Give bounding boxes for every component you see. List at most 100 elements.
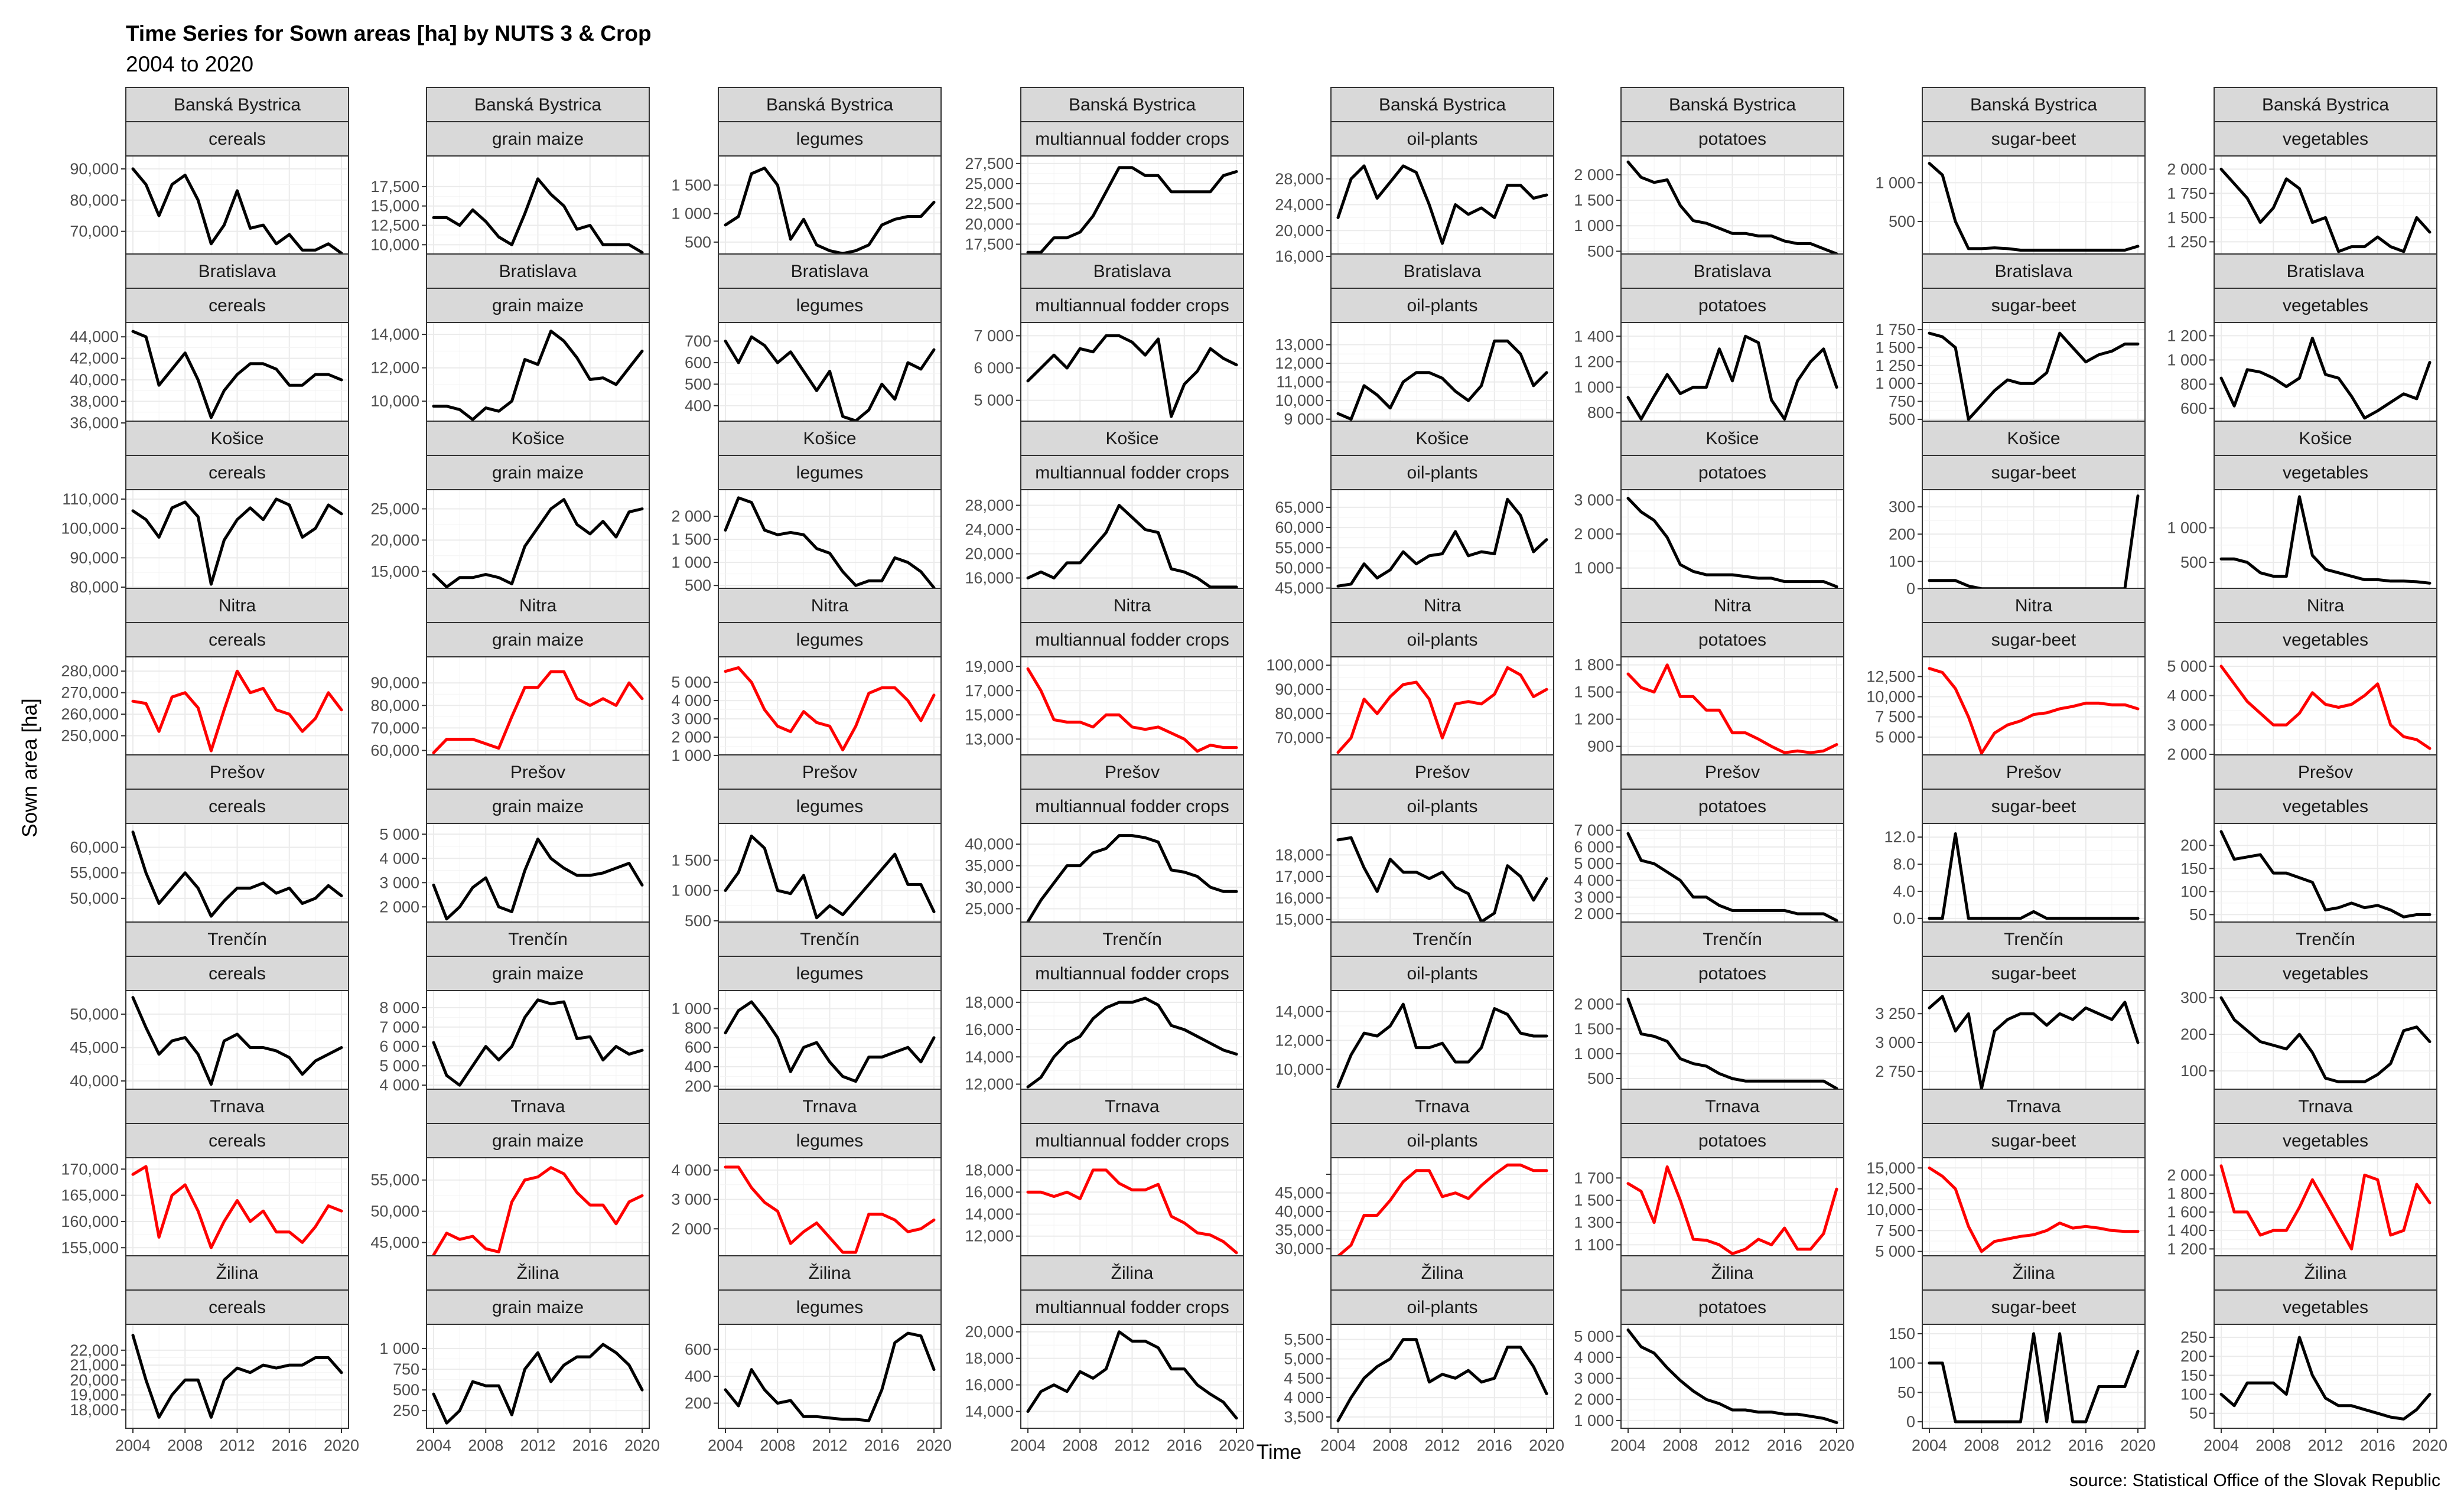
series-line-bratislava-vegetables bbox=[2219, 337, 2432, 420]
strip-crop-banska-bystrica-oil-plants bbox=[1330, 121, 1554, 157]
x-tick-label: 2012 bbox=[2307, 1437, 2343, 1454]
series-line-nitra-grain-maize bbox=[432, 670, 644, 754]
y-tick-label: 150 bbox=[1889, 1325, 1915, 1343]
y-tick-label: 3 000 bbox=[379, 874, 419, 891]
y-tick-label: 100 bbox=[2180, 882, 2207, 900]
y-tick-label: 0.0 bbox=[1893, 910, 1915, 927]
series-line-nitra-oil-plants bbox=[1336, 666, 1548, 754]
strip-crop-label: vegetables bbox=[2283, 797, 2368, 816]
y-tick-label: 8 000 bbox=[379, 999, 419, 1017]
y-tick-label: 4.0 bbox=[1893, 882, 1915, 900]
chart-title: Time Series for Sown areas [ha] by NUTS … bbox=[126, 21, 652, 45]
strip-crop-bratislava-cereals bbox=[125, 288, 349, 323]
y-tick-label: 9 000 bbox=[1284, 411, 1324, 428]
strip-region-label: Žilina bbox=[216, 1263, 259, 1283]
y-tick-label: 400 bbox=[685, 1058, 711, 1076]
y-tick-label: 250,000 bbox=[61, 727, 119, 745]
strip-crop-label: potatoes bbox=[1698, 797, 1766, 816]
x-tick-label: 2020 bbox=[324, 1437, 359, 1454]
strip-region-label: Banská Bystrica bbox=[1069, 95, 1196, 115]
y-tick-label: 12,000 bbox=[1275, 1031, 1324, 1049]
strip-region-label: Žilina bbox=[809, 1263, 851, 1283]
strip-region-trencin-grain-maize bbox=[426, 921, 650, 957]
strip-crop-label: vegetables bbox=[2283, 964, 2368, 983]
y-tick-label: 10,000 bbox=[1866, 688, 1915, 706]
y-tick-label: 2 000 bbox=[1574, 1390, 1614, 1408]
series-line-nitra-cereals bbox=[131, 669, 343, 753]
series-line-banska-bystrica-vegetables bbox=[2219, 167, 2432, 253]
x-tick-label: 2004 bbox=[1010, 1437, 1046, 1454]
strip-crop-label: legumes bbox=[796, 1131, 863, 1151]
strip-crop-label: multiannual fodder crops bbox=[1035, 1131, 1229, 1151]
strip-crop-banska-bystrica-grain-maize bbox=[426, 121, 650, 157]
series-line-kosice-legumes bbox=[724, 496, 936, 589]
strip-region-label: Košice bbox=[511, 429, 564, 448]
y-tick-label: 40,000 bbox=[965, 835, 1014, 853]
y-tick-label: 15,000 bbox=[1866, 1159, 1915, 1177]
strip-region-label: Banská Bystrica bbox=[1379, 95, 1506, 115]
y-tick-label: 60,000 bbox=[70, 839, 119, 856]
x-tick-label: 2004 bbox=[115, 1437, 151, 1454]
y-tick-label: 2 000 bbox=[379, 898, 419, 916]
y-tick-label: 45,000 bbox=[370, 1234, 419, 1252]
y-tick-label: 150 bbox=[2180, 1366, 2207, 1384]
strip-crop-trnava-sugar-beet bbox=[1922, 1123, 2146, 1158]
strip-crop-label: grain maize bbox=[492, 964, 584, 983]
strip-crop-trnava-oil-plants bbox=[1330, 1123, 1554, 1158]
series-line-bratislava-oil-plants bbox=[1336, 339, 1548, 421]
y-tick-label: 2 000 bbox=[2167, 1166, 2207, 1184]
y-tick-label: 0 bbox=[1906, 1413, 1915, 1431]
x-tick-label: 2020 bbox=[1819, 1437, 1854, 1454]
strip-region-trnava-oil-plants bbox=[1330, 1089, 1554, 1124]
strip-crop-label: multiannual fodder crops bbox=[1035, 129, 1229, 149]
chart-subtitle: 2004 to 2020 bbox=[126, 52, 254, 76]
strip-crop-label: cereals bbox=[209, 463, 266, 483]
y-tick-label: 5 000 bbox=[2167, 657, 2207, 675]
series-line-banska-bystrica-grain-maize bbox=[432, 177, 644, 254]
y-tick-label: 1 500 bbox=[1574, 191, 1614, 209]
series-line-nitra-multiannual-fodder-crops bbox=[1026, 667, 1238, 753]
y-tick-label: 280,000 bbox=[61, 662, 119, 680]
strip-crop-nitra-multiannual-fodder-crops bbox=[1020, 622, 1244, 657]
strip-crop-label: multiannual fodder crops bbox=[1035, 797, 1229, 816]
strip-crop-banska-bystrica-potatoes bbox=[1620, 121, 1844, 157]
y-tick-label: 3 000 bbox=[671, 710, 711, 728]
y-tick-label: 22,500 bbox=[965, 195, 1014, 213]
strip-crop-label: vegetables bbox=[2283, 129, 2368, 149]
y-tick-label: 100 bbox=[1889, 1354, 1915, 1372]
y-tick-label: 16,000 bbox=[965, 1021, 1014, 1038]
y-tick-label: 400 bbox=[685, 397, 711, 415]
x-tick-label: 2004 bbox=[1610, 1437, 1646, 1454]
strip-region-label: Trenčín bbox=[1102, 930, 1162, 949]
y-tick-label: 1 000 bbox=[671, 882, 711, 900]
y-tick-label: 900 bbox=[1587, 738, 1614, 755]
y-tick-label: 250 bbox=[393, 1402, 419, 1419]
strip-region-bratislava-vegetables bbox=[2214, 253, 2437, 289]
y-tick-label: 15,000 bbox=[370, 197, 419, 215]
y-tick-label: 42,000 bbox=[70, 350, 119, 367]
y-tick-label: 10,000 bbox=[370, 392, 419, 410]
y-tick-label: 170,000 bbox=[61, 1160, 119, 1178]
series-line-banska-bystrica-multiannual-fodder-crops bbox=[1026, 166, 1238, 254]
strip-crop-trencin-multiannual-fodder-crops bbox=[1020, 956, 1244, 991]
strip-crop-label: legumes bbox=[796, 797, 863, 816]
y-tick-label: 20,000 bbox=[370, 531, 419, 549]
y-tick-label: 25,000 bbox=[965, 175, 1014, 193]
strip-crop-kosice-potatoes bbox=[1620, 455, 1844, 490]
y-tick-label: 2 000 bbox=[671, 507, 711, 525]
strip-region-presov-potatoes bbox=[1620, 754, 1844, 790]
strip-region-label: Banská Bystrica bbox=[174, 95, 301, 115]
strip-region-trencin-multiannual-fodder-crops bbox=[1020, 921, 1244, 957]
x-axis-title: Time bbox=[1257, 1441, 1301, 1464]
strip-region-label: Nitra bbox=[2307, 596, 2345, 615]
strip-region-label: Prešov bbox=[1705, 763, 1760, 782]
strip-region-label: Bratislava bbox=[499, 262, 577, 281]
y-tick-label: 45,000 bbox=[70, 1038, 119, 1056]
y-tick-label: 700 bbox=[685, 333, 711, 350]
strip-region-label: Žilina bbox=[2304, 1263, 2347, 1283]
y-tick-label: 2 000 bbox=[671, 1220, 711, 1237]
y-axis-title: Sown area [ha] bbox=[18, 698, 41, 837]
strip-region-label: Žilina bbox=[517, 1263, 559, 1283]
x-tick-label: 2008 bbox=[760, 1437, 795, 1454]
y-tick-label: 5 000 bbox=[1574, 855, 1614, 872]
